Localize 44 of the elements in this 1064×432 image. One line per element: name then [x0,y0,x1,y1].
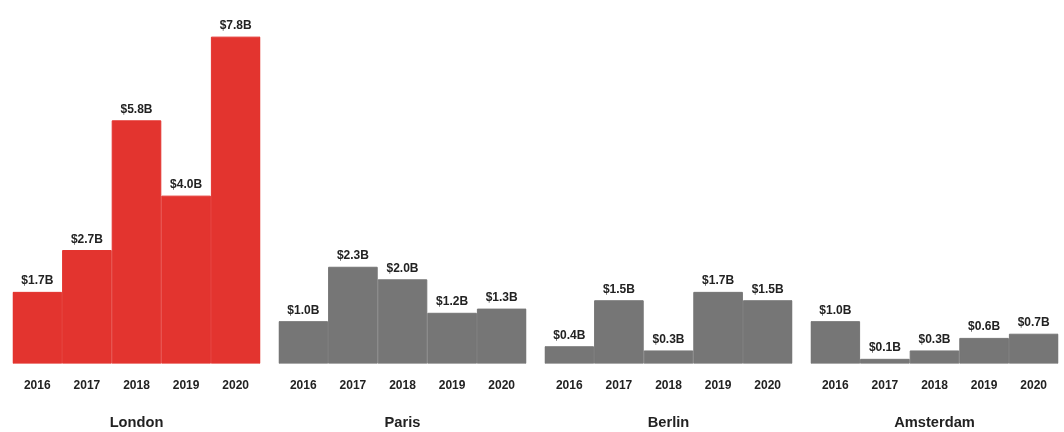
x-tick-label: 2016 [289,377,317,392]
data-label: $0.7B [1017,315,1051,330]
data-label: $5.8B [120,101,153,116]
x-axis-title: London [109,413,164,430]
x-axis-title: Berlin [647,413,690,430]
data-label: $1.0B [819,302,852,317]
x-tick-label: 2016 [555,377,583,392]
x-tick-label: 2020 [222,377,250,392]
data-label: $0.3B [652,331,685,346]
data-label: $2.3B [336,248,370,263]
x-tick-label: 2017 [73,377,101,392]
x-tick-label: 2019 [438,377,466,392]
x-axis-title: Paris [384,413,421,430]
x-tick-label: 2019 [172,377,200,392]
data-label: $1.7B [702,273,735,288]
data-label: $7.8B [219,18,253,33]
data-label: $0.1B [868,340,902,355]
data-label: $1.7B [21,273,54,288]
data-label: $2.7B [70,231,104,246]
data-label: $1.5B [602,281,636,296]
data-label: $1.2B [436,294,469,309]
data-label: $4.0B [170,177,203,192]
data-label: $0.4B [553,327,586,342]
x-tick-label: 2017 [605,377,633,392]
x-tick-label: 2017 [339,377,367,392]
x-tick-label: 2018 [389,377,417,392]
x-tick-label: 2018 [123,377,151,392]
x-tick-label: 2020 [1020,377,1048,392]
data-label: $0.6B [968,319,1001,334]
x-tick-label: 2016 [821,377,849,392]
x-tick-label: 2019 [704,377,732,392]
x-tick-label: 2019 [970,377,998,392]
x-tick-label: 2017 [871,377,899,392]
data-label: $2.0B [386,260,419,275]
x-tick-label: 2018 [921,377,949,392]
x-tick-label: 2020 [754,377,782,392]
x-tick-label: 2018 [655,377,683,392]
x-axis-title: Amsterdam [894,413,975,430]
data-label: $1.0B [287,302,320,317]
data-label: $0.3B [918,331,951,346]
data-label: $1.3B [485,290,519,305]
x-tick-label: 2020 [488,377,516,392]
data-label: $1.5B [751,281,785,296]
x-tick-label: 2016 [23,377,51,392]
